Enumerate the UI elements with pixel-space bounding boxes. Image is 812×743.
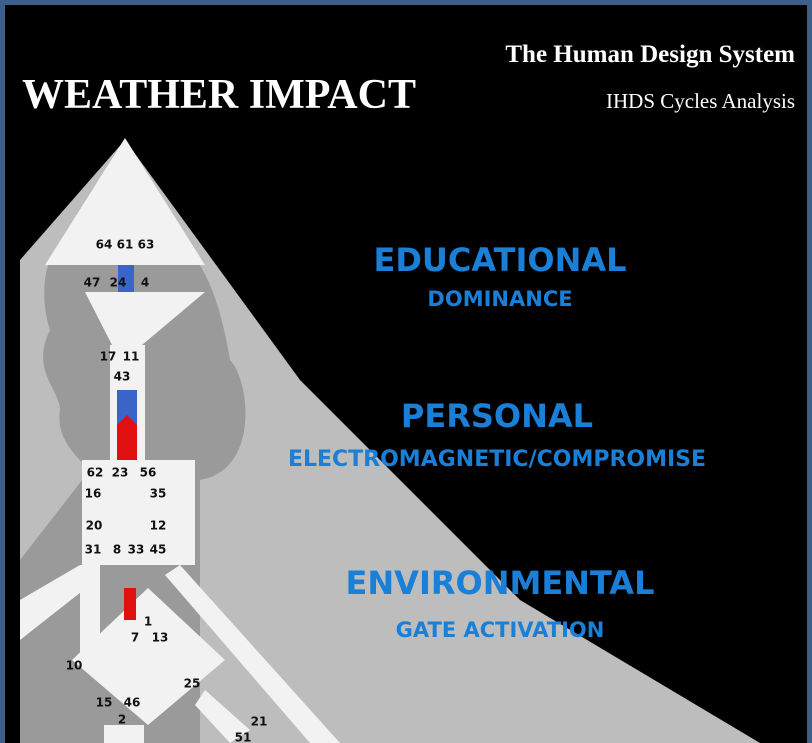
- gate-number: 4: [141, 276, 149, 290]
- gate-number: 62: [87, 466, 104, 480]
- gate-number: 45: [150, 543, 167, 557]
- channel: [20, 565, 90, 640]
- channel-red: [124, 588, 136, 620]
- gate-number: 10: [66, 659, 83, 673]
- gate-number: 43: [114, 370, 131, 384]
- gate-number: 35: [150, 487, 167, 501]
- gate-number: 13: [152, 631, 169, 645]
- section-title: PERSONAL: [401, 397, 593, 435]
- channel: [80, 565, 100, 665]
- channel-blue: [118, 265, 134, 292]
- title: WEATHER IMPACT: [22, 72, 416, 118]
- gate-number: 25: [184, 677, 201, 691]
- throat-center: [82, 460, 195, 510]
- gate-number: 24: [110, 276, 127, 290]
- brand: The Human Design System: [505, 41, 795, 68]
- gate-number: 61: [117, 238, 134, 252]
- channel-block: [82, 510, 195, 565]
- channel: [195, 690, 250, 743]
- section-subtitle: DOMINANCE: [427, 287, 572, 311]
- gate-number: 16: [85, 487, 102, 501]
- gate-number: 11: [123, 350, 140, 364]
- gate-number: 46: [124, 696, 141, 710]
- gate-number: 17: [100, 350, 117, 364]
- gates: 64 61 63 47 24 4 17 11 43 62 23 56 16 35 20 12 31 8 33 45 17…: [66, 238, 268, 743]
- gate-number: 20: [86, 519, 103, 533]
- gate-number: 15: [96, 696, 113, 710]
- g-center: [72, 588, 225, 725]
- ajna-center: [85, 292, 205, 345]
- gate-number: 12: [150, 519, 167, 533]
- gate-number: 47: [84, 276, 101, 290]
- channel-red: [117, 415, 137, 460]
- gate-number: 33: [128, 543, 145, 557]
- gate-number: 1: [144, 615, 152, 629]
- gate-number: 21: [251, 715, 268, 729]
- gate-number: 51: [235, 731, 252, 743]
- gate-number: 7: [131, 631, 139, 645]
- section-subtitle: ELECTROMAGNETIC/COMPROMISE: [288, 447, 706, 472]
- section-title: EDUCATIONAL: [373, 241, 626, 279]
- gate-number: 56: [140, 466, 157, 480]
- channel: [104, 725, 144, 743]
- gate-number: 64: [96, 238, 113, 252]
- gate-number: 23: [112, 466, 129, 480]
- section-subtitle: GATE ACTIVATION: [396, 618, 605, 642]
- subtitle: IHDS Cycles Analysis: [606, 89, 795, 113]
- gate-number: 2: [118, 713, 126, 727]
- channel: [165, 565, 340, 743]
- gate-number: 63: [138, 238, 155, 252]
- section-title: ENVIRONMENTAL: [346, 564, 655, 602]
- gate-number: 8: [113, 543, 121, 557]
- head-center: [45, 138, 205, 265]
- gate-number: 31: [85, 543, 102, 557]
